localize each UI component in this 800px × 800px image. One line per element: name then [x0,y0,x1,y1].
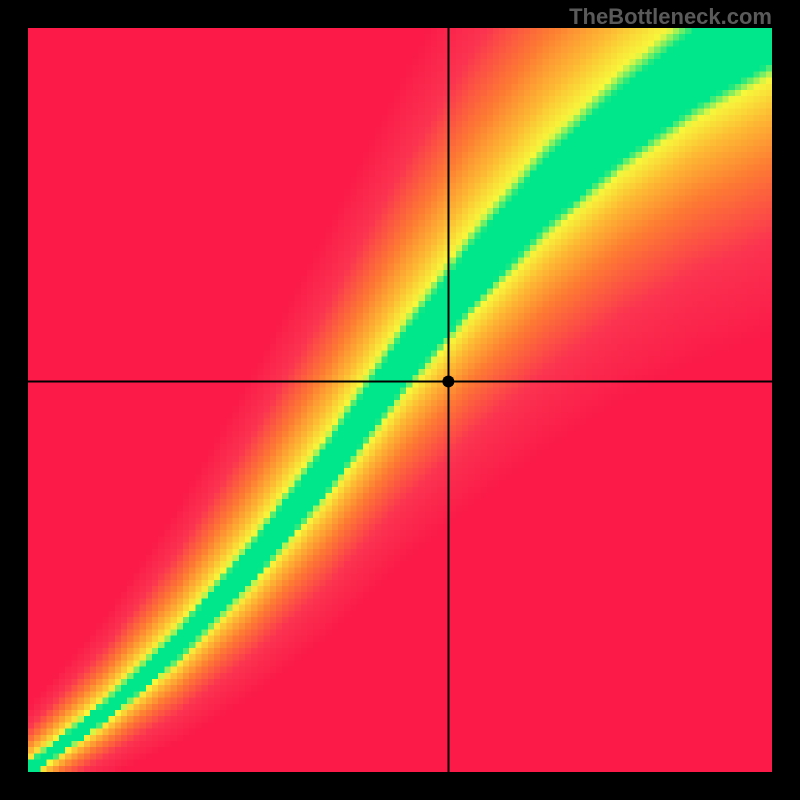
chart-container: TheBottleneck.com [0,0,800,800]
crosshair-overlay [0,0,800,800]
